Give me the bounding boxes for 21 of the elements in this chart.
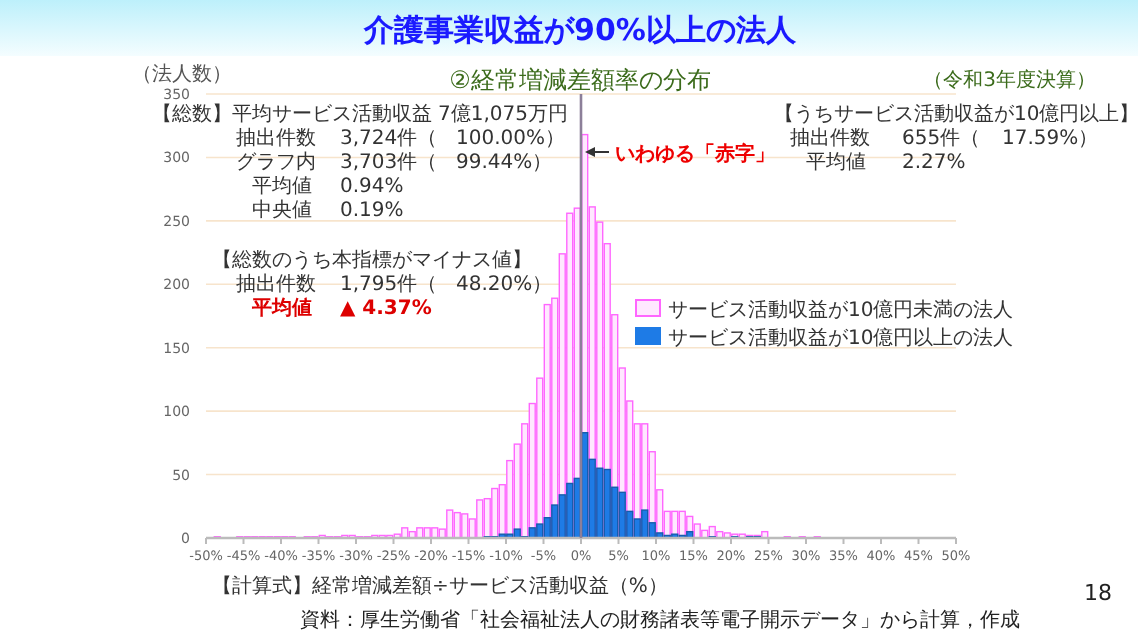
annotation: 【うちサービス活動収益が10億円以上】 <box>774 102 1138 126</box>
annotation: 【総数のうち本指標がマイナス値】 <box>212 248 532 272</box>
text: 平均値 2.27% <box>806 152 966 174</box>
text: 18 <box>1084 580 1112 606</box>
text: 中央値 0.19% <box>252 200 404 222</box>
annotation: 【総数】平均サービス活動収益 7億1,075万円 <box>152 102 568 126</box>
text: 平均値 0.94% <box>252 176 404 198</box>
ref-line-label: いわゆる「赤字」 <box>615 142 775 166</box>
text: 資料：厚生労働省「社会福祉法人の財務諸表等電子開示データ」から計算，作成 <box>300 608 1020 632</box>
legend-label: サービス活動収益が10億円未満の法人 <box>668 298 1014 322</box>
text: 抽出件数 3,724件（ 100.00%） <box>236 128 565 150</box>
y-axis-title: （法人数） <box>132 62 232 86</box>
chart-subtitle: ②経常増減差額率の分布 <box>449 66 711 94</box>
text: （令和3年度決算） <box>923 68 1096 92</box>
text: 【計算式】経常増減差額÷サービス活動収益（%） <box>212 574 668 598</box>
text: 平均値 ▲ 4.37% <box>252 298 432 320</box>
text: 抽出件数 655件（ 17.59%） <box>790 128 1099 150</box>
legend-label: サービス活動収益が10億円以上の法人 <box>668 326 1014 350</box>
text: グラフ内 3,703件（ 99.44%） <box>236 152 553 174</box>
chart-title: 介護事業収益が90%以上の法人 <box>362 12 798 48</box>
text: 抽出件数 1,795件（ 48.20%） <box>236 274 553 296</box>
